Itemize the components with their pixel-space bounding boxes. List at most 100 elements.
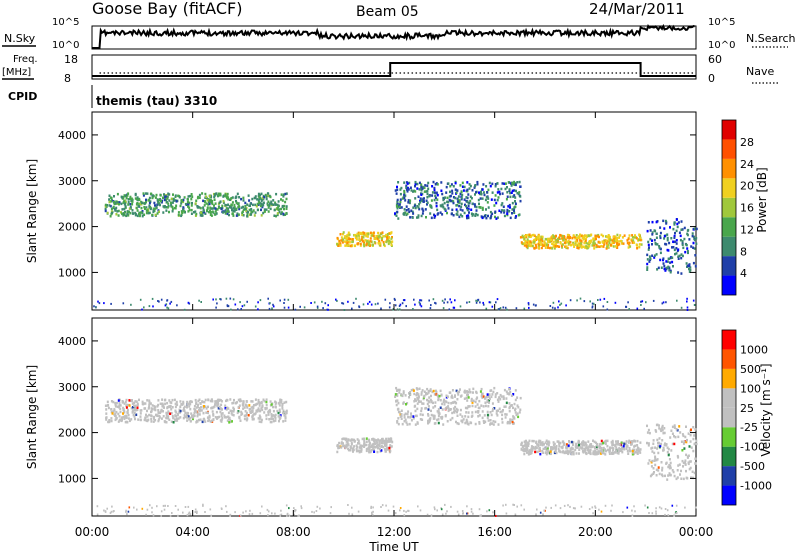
data-cell xyxy=(487,214,489,218)
data-cell xyxy=(241,213,244,217)
data-cell xyxy=(584,246,587,249)
data-cell xyxy=(163,198,166,202)
data-cell xyxy=(285,409,288,413)
data-cell xyxy=(351,238,354,241)
data-cell xyxy=(158,414,161,418)
data-cell xyxy=(576,246,579,249)
data-cell xyxy=(194,408,197,412)
data-cell xyxy=(482,419,485,423)
data-cell xyxy=(274,419,277,422)
data-cell xyxy=(367,438,370,442)
data-cell xyxy=(525,439,527,443)
data-cell xyxy=(213,195,216,199)
data-cell xyxy=(647,444,650,447)
data-cell xyxy=(131,209,134,212)
data-cell xyxy=(612,447,615,450)
data-cell xyxy=(397,204,400,208)
data-cell xyxy=(261,408,264,412)
data-cell xyxy=(225,297,228,300)
data-cell xyxy=(170,408,173,411)
data-cell xyxy=(499,398,502,401)
data-cell xyxy=(663,264,666,268)
data-cell xyxy=(677,257,680,260)
data-cell xyxy=(427,419,429,423)
data-cell xyxy=(146,508,149,511)
data-cell xyxy=(111,412,114,415)
data-cell xyxy=(372,442,375,446)
data-cell xyxy=(534,450,537,454)
data-cell xyxy=(427,413,429,416)
data-cell xyxy=(119,407,122,411)
data-cell xyxy=(471,404,474,408)
data-cell xyxy=(654,446,657,449)
data-cell xyxy=(381,437,383,441)
data-cell xyxy=(513,504,515,506)
data-cell xyxy=(589,449,592,453)
data-cell xyxy=(501,202,504,205)
data-cell xyxy=(217,398,220,402)
data-cell xyxy=(398,305,401,307)
data-cell xyxy=(384,450,387,453)
data-cell xyxy=(525,241,528,244)
data-cell xyxy=(182,407,185,410)
data-cell xyxy=(492,511,494,514)
data-cell xyxy=(183,414,186,417)
data-cell xyxy=(454,181,457,185)
data-cell xyxy=(688,445,691,448)
data-cell xyxy=(150,410,153,413)
data-cell xyxy=(135,408,138,412)
data-cell xyxy=(169,401,172,404)
data-cell xyxy=(658,424,660,427)
nsearch-tick-high: 10^5 xyxy=(708,17,735,28)
data-cell xyxy=(400,393,403,396)
data-cell xyxy=(246,203,249,206)
data-cell xyxy=(376,445,379,449)
data-cell xyxy=(392,505,395,508)
data-cell xyxy=(182,400,185,404)
data-cell xyxy=(576,236,578,240)
data-cell xyxy=(568,441,571,444)
data-cell xyxy=(456,408,459,412)
data-cell xyxy=(409,216,412,219)
data-cell xyxy=(171,205,174,209)
data-cell xyxy=(420,199,423,202)
data-cell xyxy=(639,451,642,454)
data-cell xyxy=(568,450,571,453)
data-cell xyxy=(370,303,373,306)
data-cell xyxy=(424,208,427,211)
data-cell xyxy=(667,453,670,457)
data-cell xyxy=(666,478,669,481)
data-cell xyxy=(154,408,157,412)
data-cell xyxy=(534,447,537,450)
data-cell xyxy=(615,239,617,242)
data-cell xyxy=(169,515,172,517)
freq-tick-low: 8 xyxy=(64,72,71,85)
data-cell xyxy=(175,403,178,406)
data-cell xyxy=(197,403,199,407)
data-cell xyxy=(203,400,206,404)
data-cell xyxy=(112,400,115,404)
data-cell xyxy=(226,192,229,196)
data-cell xyxy=(457,393,460,396)
data-cell xyxy=(399,415,402,418)
data-cell xyxy=(510,184,513,187)
data-cell xyxy=(450,505,452,508)
data-cell xyxy=(603,239,606,242)
data-cell xyxy=(491,409,494,413)
data-cell xyxy=(600,447,603,450)
data-cell xyxy=(384,444,386,447)
data-cell xyxy=(156,198,159,201)
data-cell xyxy=(284,413,287,416)
data-cell xyxy=(472,399,475,402)
data-cell xyxy=(340,236,343,239)
data-cell xyxy=(116,201,119,204)
data-cell xyxy=(220,507,223,510)
data-cell xyxy=(646,229,649,233)
data-cell xyxy=(504,306,507,309)
data-cell xyxy=(165,421,168,424)
data-cell xyxy=(406,402,409,405)
data-cell xyxy=(104,203,107,207)
colorbar-swatch xyxy=(722,256,736,276)
data-cell xyxy=(569,299,572,302)
data-cell xyxy=(365,232,368,235)
